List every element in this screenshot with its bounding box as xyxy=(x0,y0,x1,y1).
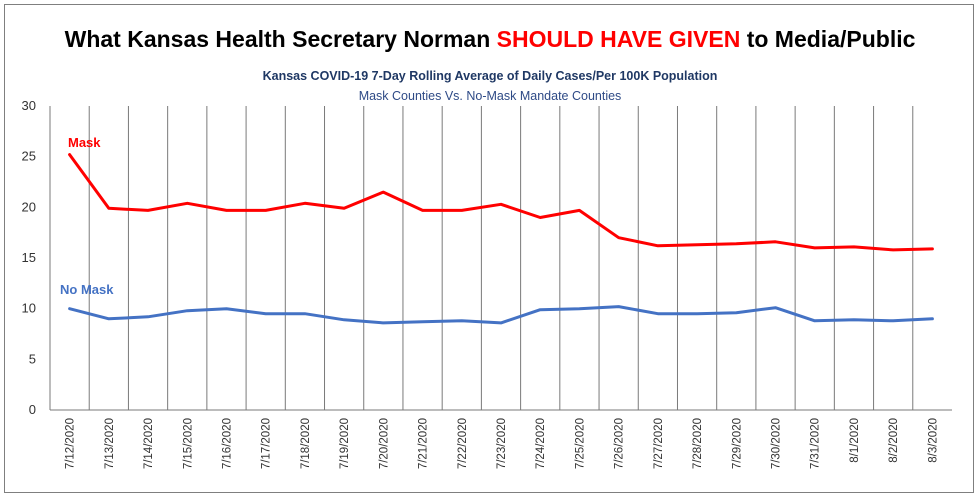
data-point-no-mask xyxy=(422,321,424,323)
x-tick-label: 8/2/2020 xyxy=(888,418,900,463)
x-tick-label: 7/15/2020 xyxy=(182,418,194,469)
data-point-mask xyxy=(618,237,620,239)
data-point-mask xyxy=(853,246,855,248)
data-point-mask xyxy=(814,247,816,249)
data-point-mask xyxy=(578,209,580,211)
title-highlight: SHOULD HAVE GIVEN xyxy=(496,26,741,52)
data-point-no-mask xyxy=(265,313,267,315)
data-point-mask xyxy=(461,209,463,211)
x-tick-label: 7/16/2020 xyxy=(221,418,233,469)
x-tick-label: 7/12/2020 xyxy=(65,418,77,469)
data-point-mask xyxy=(343,207,345,209)
x-tick-label: 7/18/2020 xyxy=(300,418,312,469)
chart-title: What Kansas Health Secretary Norman SHOU… xyxy=(0,26,980,53)
x-tick-label: 7/19/2020 xyxy=(339,418,351,469)
data-point-mask xyxy=(69,154,71,156)
data-point-no-mask xyxy=(343,319,345,321)
data-point-no-mask xyxy=(853,319,855,321)
title-part-1: What Kansas Health Secretary Norman xyxy=(64,26,497,52)
y-tick-label-20: 20 xyxy=(22,199,36,214)
data-point-no-mask xyxy=(108,318,110,320)
x-tick-label: 7/27/2020 xyxy=(653,418,665,469)
x-tick-label: 7/20/2020 xyxy=(378,418,390,469)
data-point-no-mask xyxy=(225,308,227,310)
chart-subtitle: Kansas COVID-19 7-Day Rolling Average of… xyxy=(262,69,718,83)
series-label-mask: Mask xyxy=(68,135,101,150)
x-tick-label: 7/21/2020 xyxy=(418,418,430,469)
x-tick-label: 7/23/2020 xyxy=(496,418,508,469)
title-part-2: to Media/Public xyxy=(740,26,916,52)
data-point-mask xyxy=(108,207,110,209)
y-tick-label-5: 5 xyxy=(29,351,36,366)
data-point-mask xyxy=(382,191,384,193)
data-point-no-mask xyxy=(539,309,541,311)
data-point-no-mask xyxy=(461,320,463,322)
data-point-mask xyxy=(931,248,933,250)
data-point-mask xyxy=(775,241,777,243)
x-tick-label: 8/3/2020 xyxy=(927,418,939,463)
x-tick-label: 7/31/2020 xyxy=(810,418,822,469)
data-point-no-mask xyxy=(304,313,306,315)
chart-subtitle-2: Mask Counties Vs. No-Mask Mandate Counti… xyxy=(358,89,622,103)
data-point-no-mask xyxy=(814,320,816,322)
data-point-no-mask xyxy=(892,320,894,322)
data-point-no-mask xyxy=(147,316,149,318)
data-point-mask xyxy=(304,202,306,204)
data-point-mask xyxy=(225,209,227,211)
data-point-mask xyxy=(422,209,424,211)
x-tick-label: 7/14/2020 xyxy=(143,418,155,469)
data-point-mask xyxy=(186,202,188,204)
x-tick-label: 7/17/2020 xyxy=(261,418,273,469)
data-point-no-mask xyxy=(696,313,698,315)
series-line-mask xyxy=(68,153,934,252)
data-point-mask xyxy=(892,249,894,251)
series-label-no-mask: No Mask xyxy=(60,282,114,297)
x-tick-label: 7/24/2020 xyxy=(535,418,547,469)
y-tick-label-0: 0 xyxy=(29,402,36,417)
y-tick-label-30: 30 xyxy=(22,98,36,113)
data-point-no-mask xyxy=(657,313,659,315)
y-tick-label-15: 15 xyxy=(22,250,36,265)
data-point-no-mask xyxy=(186,310,188,312)
data-point-no-mask xyxy=(578,308,580,310)
data-point-no-mask xyxy=(775,307,777,309)
data-point-no-mask xyxy=(382,322,384,324)
data-point-no-mask xyxy=(618,306,620,308)
data-point-no-mask xyxy=(931,318,933,320)
x-tick-label: 7/26/2020 xyxy=(614,418,626,469)
data-point-no-mask xyxy=(500,322,502,324)
x-tick-label: 7/28/2020 xyxy=(692,418,704,469)
data-point-mask xyxy=(265,209,267,211)
y-tick-label-10: 10 xyxy=(22,301,36,316)
x-tick-label: 7/29/2020 xyxy=(731,418,743,469)
data-point-no-mask xyxy=(735,312,737,314)
x-tick-label: 7/13/2020 xyxy=(104,418,116,469)
data-point-mask xyxy=(657,245,659,247)
data-point-mask xyxy=(696,244,698,246)
data-point-no-mask xyxy=(69,308,71,310)
x-tick-label: 7/22/2020 xyxy=(457,418,469,469)
data-point-mask xyxy=(735,243,737,245)
data-point-mask xyxy=(539,216,541,218)
data-point-mask xyxy=(147,209,149,211)
y-tick-label-25: 25 xyxy=(22,149,36,164)
x-tick-label: 7/30/2020 xyxy=(771,418,783,469)
series-line-no-mask xyxy=(68,305,934,325)
data-point-mask xyxy=(500,203,502,205)
x-tick-label: 8/1/2020 xyxy=(849,418,861,463)
x-tick-label: 7/25/2020 xyxy=(574,418,586,469)
